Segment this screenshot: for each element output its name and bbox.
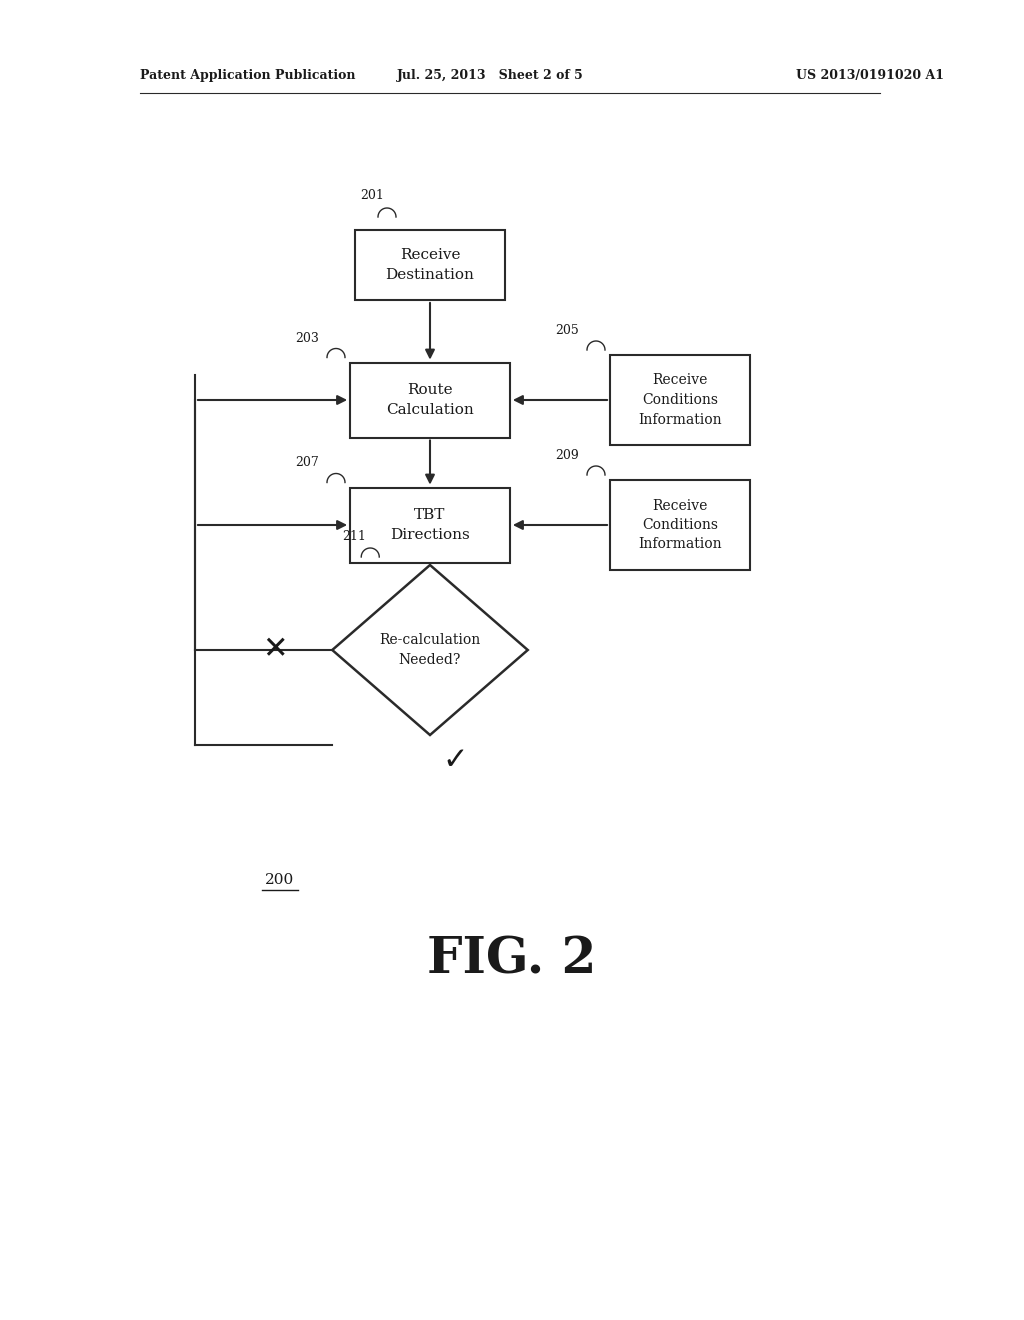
FancyBboxPatch shape	[350, 487, 510, 562]
Text: 209: 209	[555, 449, 579, 462]
Text: ✕: ✕	[262, 635, 288, 664]
FancyBboxPatch shape	[610, 480, 750, 570]
Text: Jul. 25, 2013   Sheet 2 of 5: Jul. 25, 2013 Sheet 2 of 5	[396, 69, 584, 82]
Polygon shape	[332, 565, 527, 735]
Text: ✓: ✓	[442, 746, 468, 775]
Text: 207: 207	[295, 457, 318, 470]
Text: FIG. 2: FIG. 2	[427, 936, 597, 985]
Text: 203: 203	[295, 331, 318, 345]
Text: Receive
Conditions
Information: Receive Conditions Information	[638, 374, 722, 426]
Text: 201: 201	[360, 189, 384, 202]
Text: Receive
Conditions
Information: Receive Conditions Information	[638, 499, 722, 552]
Text: US 2013/0191020 A1: US 2013/0191020 A1	[796, 69, 944, 82]
Text: TBT
Directions: TBT Directions	[390, 508, 470, 541]
Text: 211: 211	[342, 531, 367, 543]
Text: Receive
Destination: Receive Destination	[386, 248, 474, 281]
Text: 200: 200	[265, 873, 295, 887]
Text: Route
Calculation: Route Calculation	[386, 383, 474, 417]
Text: Patent Application Publication: Patent Application Publication	[140, 69, 355, 82]
Text: 205: 205	[555, 323, 579, 337]
FancyBboxPatch shape	[610, 355, 750, 445]
FancyBboxPatch shape	[350, 363, 510, 437]
Text: Re-calculation
Needed?: Re-calculation Needed?	[379, 634, 480, 667]
FancyBboxPatch shape	[355, 230, 505, 300]
